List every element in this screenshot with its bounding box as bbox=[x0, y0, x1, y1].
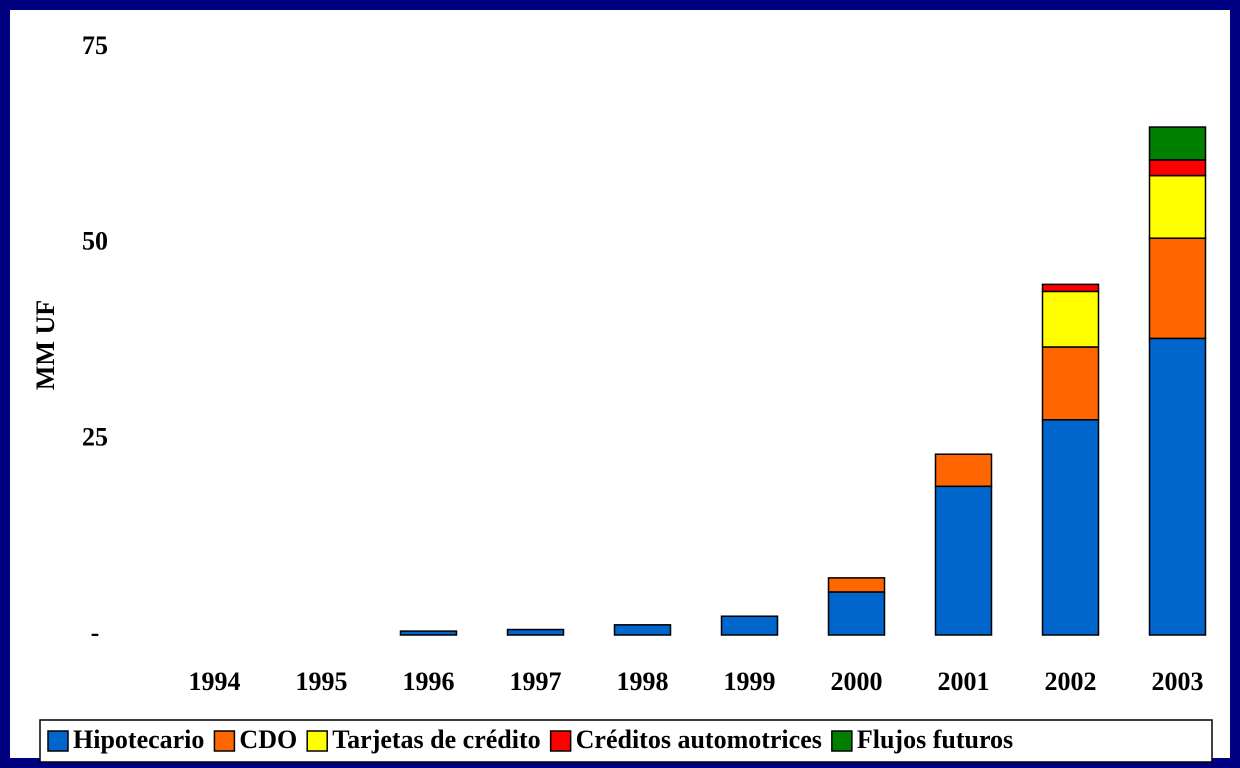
y-tick-label: 75 bbox=[82, 31, 108, 60]
legend-label: Flujos futuros bbox=[857, 725, 1013, 754]
legend-label: Tarjetas de crédito bbox=[332, 725, 540, 754]
bar-segment bbox=[399, 630, 458, 636]
bar-segment bbox=[720, 615, 779, 636]
legend-label: Hipotecario bbox=[73, 725, 204, 754]
y-axis-label: MM UF bbox=[31, 300, 60, 390]
y-tick-label: - bbox=[91, 618, 100, 647]
bar-segment bbox=[1148, 174, 1207, 239]
x-tick-label: 2002 bbox=[1045, 667, 1097, 696]
bar-segment bbox=[613, 624, 672, 636]
x-tick-label: 2000 bbox=[831, 667, 883, 696]
x-tick-label: 2003 bbox=[1152, 667, 1204, 696]
x-tick-label: 1995 bbox=[296, 667, 348, 696]
bar-segment bbox=[1148, 237, 1207, 340]
bar-segment bbox=[1041, 290, 1100, 348]
bar-segment bbox=[1041, 283, 1100, 293]
y-tick-label: 25 bbox=[82, 422, 108, 451]
legend-label: Créditos automotrices bbox=[576, 725, 822, 754]
bar-segment bbox=[1041, 419, 1100, 636]
legend-swatch bbox=[306, 730, 328, 752]
legend-swatch bbox=[549, 730, 572, 752]
bar-segment bbox=[827, 591, 886, 636]
legend-swatch bbox=[47, 730, 69, 752]
bar-segment bbox=[1148, 126, 1207, 161]
x-tick-label: 1994 bbox=[189, 667, 241, 696]
bar-segment bbox=[1041, 346, 1100, 421]
bar-segment bbox=[506, 628, 565, 636]
legend-swatch bbox=[831, 730, 853, 752]
bar-segment bbox=[827, 577, 886, 593]
x-tick-label: 1998 bbox=[617, 667, 669, 696]
x-tick-label: 2001 bbox=[938, 667, 990, 696]
bar-segment bbox=[1148, 159, 1207, 177]
legend-label: CDO bbox=[239, 725, 297, 754]
y-tick-label: 50 bbox=[82, 227, 108, 256]
bar-segment bbox=[934, 453, 993, 488]
legend-swatch bbox=[213, 730, 236, 752]
x-tick-label: 1996 bbox=[403, 667, 455, 696]
bar-segment bbox=[934, 485, 993, 636]
x-tick-label: 1997 bbox=[510, 667, 562, 696]
x-tick-label: 1999 bbox=[724, 667, 776, 696]
bar-segment bbox=[1148, 337, 1207, 636]
legend-box bbox=[39, 719, 1213, 763]
